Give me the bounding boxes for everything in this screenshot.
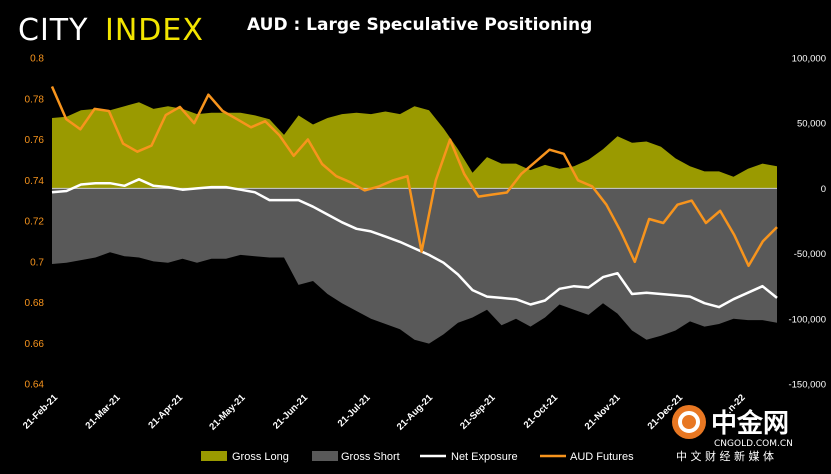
left-tick-label: 0.64 [25,380,45,391]
x-tick-label: 21-Jun-21 [271,392,311,432]
brand-index: INDEX [105,13,204,48]
brand-city: CITY [18,13,88,48]
watermark-logo-text: 中金网 [711,408,789,439]
right-tick-label: 50,000 [797,119,826,130]
left-tick-label: 0.68 [25,298,45,309]
left-tick-label: 0.72 [25,217,45,228]
chart-title: AUD : Large Speculative Positioning [247,15,592,35]
right-tick-label: 0 [821,184,826,195]
net-exposure-line [51,178,778,309]
legend-item-net-exposure: Net Exposure [420,451,518,463]
x-tick-label: 21-Oct-21 [522,392,561,431]
right-tick-label: -50,000 [794,249,826,260]
left-axis-ticks: 0.64 0.66 0.68 0.7 0.72 0.74 0.76 0.78 0.8 [25,54,45,391]
left-tick-label: 0.66 [25,339,45,350]
left-tick-label: 0.78 [25,94,45,105]
left-tick-label: 0.76 [25,135,45,146]
x-tick-label: 21-May-21 [207,392,248,433]
right-tick-label: -100,000 [788,314,826,325]
left-tick-label: 0.8 [30,54,44,65]
legend-label-aud-futures: AUD Futures [570,451,634,463]
right-tick-label: -150,000 [788,380,826,391]
x-tick-label: 21-Nov-21 [583,392,623,432]
left-tick-label: 0.74 [25,176,45,187]
x-tick-label: 21-Feb-21 [21,392,61,432]
legend-swatch-gross-long [201,451,227,461]
aud-futures-line [50,86,778,268]
x-tick-label: 21-Sep-21 [458,392,498,432]
left-tick-label: 0.7 [30,257,44,268]
legend: Gross Long Gross Short Net Exposure AUD … [201,451,634,463]
watermark-site: CNGOLD.COM.CN [714,439,793,449]
x-tick-label: 21-Apr-21 [146,392,185,431]
legend-label-gross-short: Gross Short [341,451,400,463]
watermark: 中金网 CNGOLD.COM.CN 中 文 财 经 新 媒 体 [672,405,793,463]
gross-long-area [52,102,777,189]
legend-item-gross-short: Gross Short [312,451,400,463]
x-tick-label: 21-Mar-21 [83,392,123,432]
watermark-tagline: 中 文 财 经 新 媒 体 [676,449,774,463]
plot-area [50,86,778,344]
legend-swatch-gross-short [312,451,338,461]
gross-short-area [52,188,777,344]
x-axis-ticks: 21-Feb-21 21-Mar-21 21-Apr-21 21-May-21 21-J… [21,392,748,433]
legend-item-aud-futures: AUD Futures [540,451,634,463]
watermark-logo-icon [672,405,706,439]
x-tick-label: 21-Aug-21 [395,392,436,433]
legend-label-gross-long: Gross Long [232,451,289,463]
legend-item-gross-long: Gross Long [201,451,289,463]
right-tick-label: 100,000 [792,54,826,65]
legend-label-net-exposure: Net Exposure [451,451,518,463]
watermark-logo-ring-icon [678,411,700,433]
right-axis-ticks: -150,000 -100,000 -50,000 0 50,000 100,000 [788,54,826,391]
x-tick-label: 21-Jul-21 [336,392,373,429]
